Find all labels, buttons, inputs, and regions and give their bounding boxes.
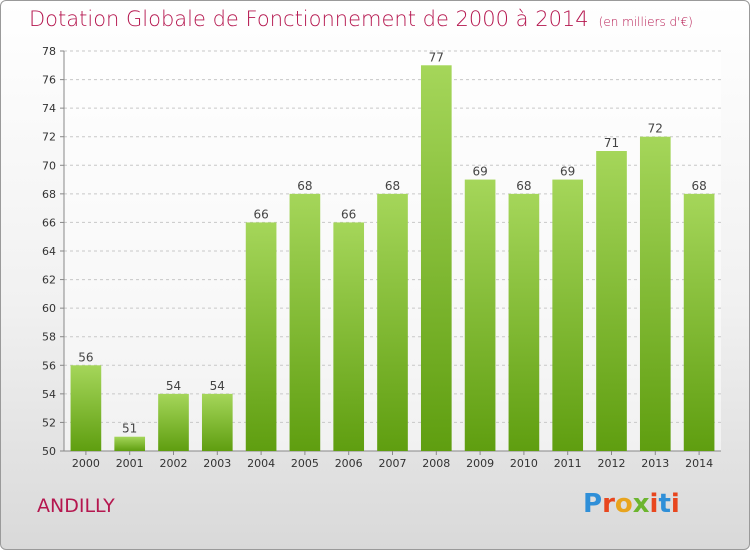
y-tick-label: 78 (42, 45, 56, 58)
bar (201, 393, 233, 451)
bar (508, 193, 540, 451)
chart-title: Dotation Globale de Fonctionnement de 20… (29, 7, 693, 31)
x-tick-label: 2013 (641, 457, 669, 470)
bar (70, 365, 102, 451)
bar (639, 136, 671, 451)
x-tick-label: 2005 (291, 457, 319, 470)
proxiti-logo: Proxiti (583, 489, 680, 519)
x-tick-label: 2012 (598, 457, 626, 470)
bar (114, 436, 146, 451)
x-tick-label: 2007 (379, 457, 407, 470)
logo-letter: P (583, 489, 603, 519)
x-tick-label: 2009 (466, 457, 494, 470)
bar (596, 151, 627, 451)
unit-label: (en milliers d'€) (598, 15, 693, 29)
y-tick-label: 56 (42, 359, 56, 372)
x-tick-label: 2001 (116, 457, 144, 470)
logo-letter: i (670, 489, 680, 519)
bar-value-label: 68 (385, 179, 400, 193)
bar-value-label: 68 (297, 179, 312, 193)
bar (289, 193, 321, 451)
x-tick-label: 2014 (685, 457, 713, 470)
y-tick-label: 54 (42, 388, 56, 401)
x-tick-label: 2010 (510, 457, 538, 470)
y-tick-label: 72 (42, 131, 56, 144)
y-tick-label: 60 (42, 302, 56, 315)
y-tick-label: 62 (42, 274, 56, 287)
bar (464, 179, 496, 452)
y-tick-label: 50 (42, 445, 56, 458)
logo-letter: i (649, 489, 659, 519)
bar (333, 222, 365, 451)
bar (245, 222, 277, 451)
bar (683, 193, 715, 451)
x-tick-label: 2008 (422, 457, 450, 470)
y-tick-label: 58 (42, 331, 56, 344)
bar-value-label: 66 (341, 207, 356, 221)
commune-name: ANDILLY (37, 495, 115, 517)
bar-value-label: 72 (648, 122, 663, 136)
bar-value-label: 71 (604, 136, 619, 150)
bar-value-label: 68 (516, 179, 531, 193)
x-tick-label: 2002 (160, 457, 188, 470)
y-tick-label: 68 (42, 188, 56, 201)
bar (552, 179, 584, 452)
bar-value-label: 56 (78, 350, 93, 364)
x-tick-label: 2000 (72, 457, 100, 470)
bar-value-label: 54 (210, 379, 225, 393)
y-tick-label: 70 (42, 159, 56, 172)
bar-value-label: 69 (560, 165, 575, 179)
logo-letter: r (602, 489, 615, 519)
y-tick-label: 76 (42, 74, 56, 87)
bar-value-label: 68 (691, 179, 706, 193)
bar-value-label: 69 (472, 165, 487, 179)
x-tick-label: 2004 (247, 457, 275, 470)
bar (377, 193, 408, 451)
bar (420, 65, 452, 452)
x-tick-label: 2011 (554, 457, 582, 470)
bar-value-label: 54 (166, 379, 181, 393)
title-text: Dotation Globale de Fonctionnement de 20… (29, 7, 589, 31)
y-tick-label: 52 (42, 416, 56, 429)
y-tick-label: 64 (42, 245, 56, 258)
bar-value-label: 77 (429, 50, 444, 64)
bar-value-label: 51 (122, 422, 137, 436)
bar (158, 393, 189, 451)
logo-letter: x (632, 489, 650, 519)
x-tick-label: 2006 (335, 457, 363, 470)
logo-letter: t (658, 489, 671, 519)
y-tick-label: 66 (42, 216, 56, 229)
bar-value-label: 66 (253, 207, 268, 221)
logo-letter: o (614, 489, 633, 519)
x-tick-label: 2003 (203, 457, 231, 470)
y-tick-label: 74 (42, 102, 56, 115)
